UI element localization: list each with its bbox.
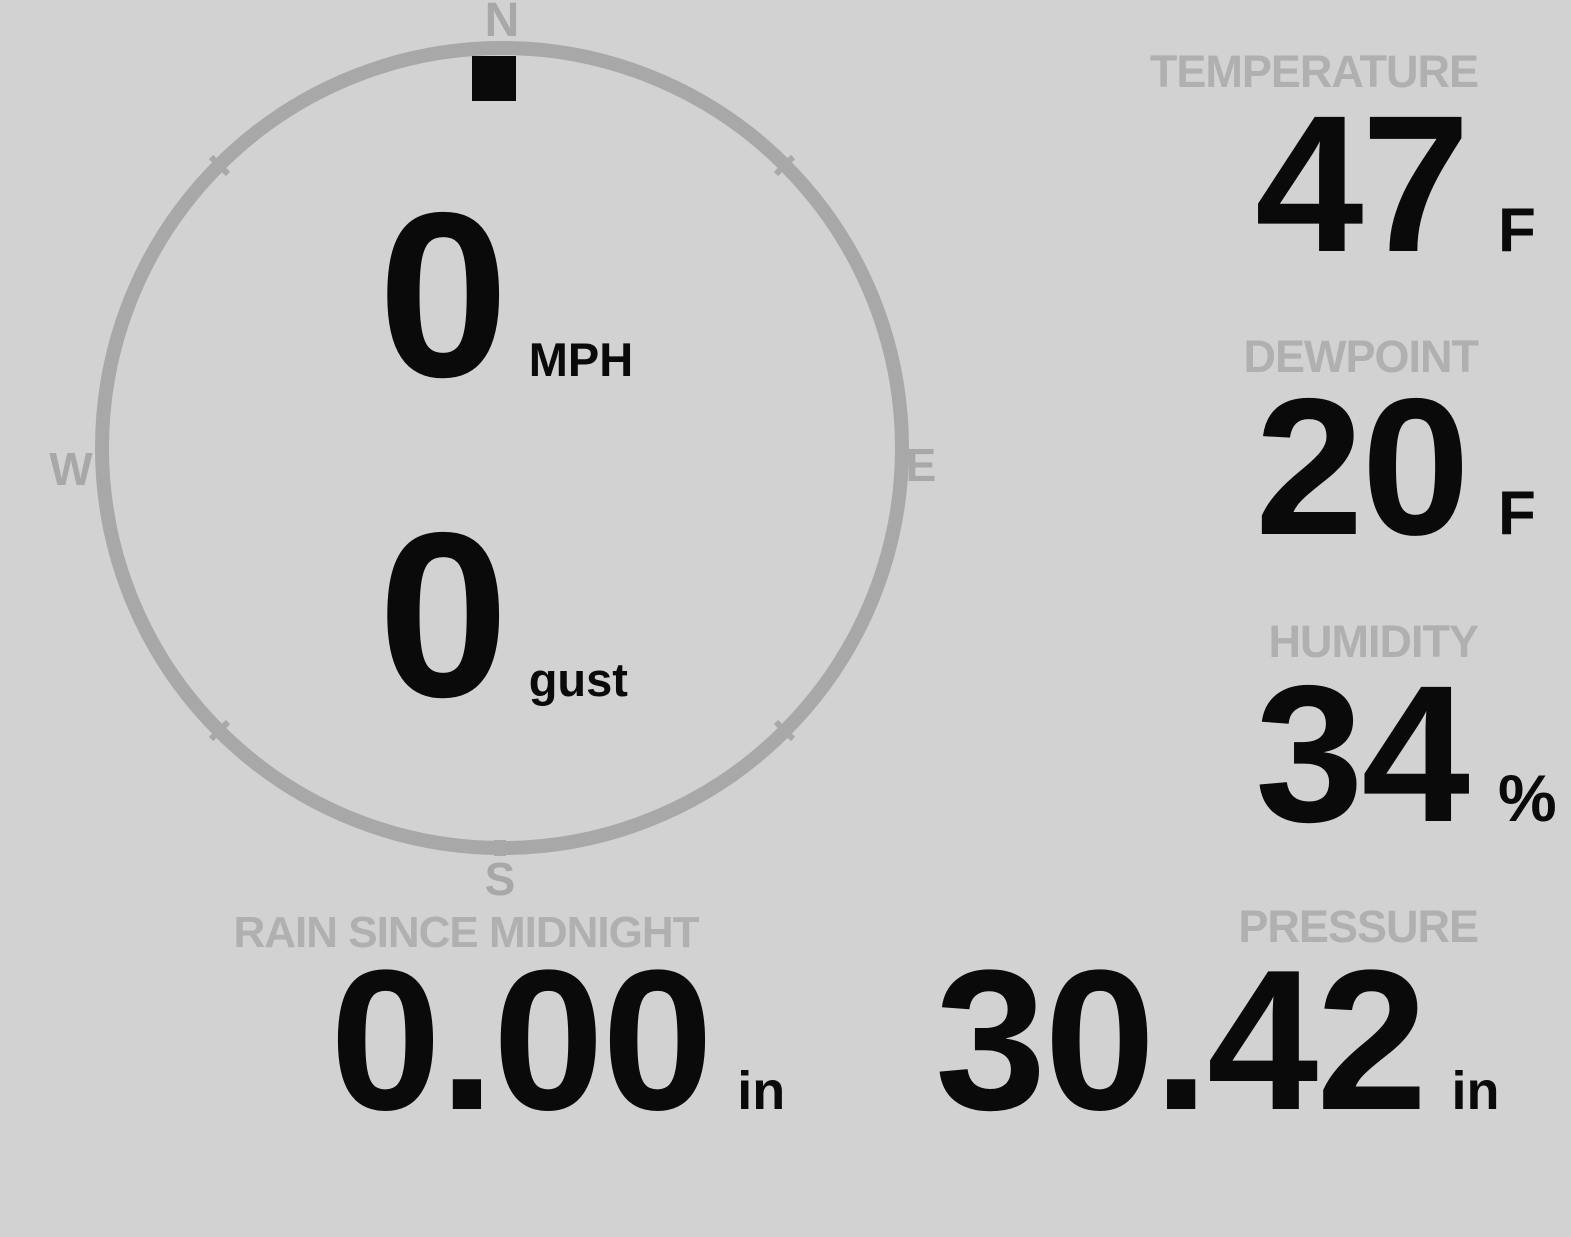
humidity-value: 34 [1255,645,1470,863]
compass-label-north: N [484,0,520,47]
pressure-label: PRESSURE [1238,901,1479,952]
wind-speed-value: 0 [378,163,509,426]
dewpoint-reading: 20 F [921,370,1571,565]
rain-reading: 0.00 in [330,941,785,1141]
wind-gust-reading: 0 gust [378,497,628,732]
temperature-reading: 47 F [921,87,1571,282]
compass-tick-nw [208,154,231,177]
temperature-unit: F [1498,196,1536,265]
pressure-unit: in [1451,1061,1500,1121]
wind-direction-marker-icon [472,56,516,101]
pressure-reading: 30.42 in [935,941,1500,1141]
compass-label-south: S [484,853,516,905]
wind-speed-unit: MPH [528,333,634,386]
dewpoint-unit: F [1498,479,1536,548]
wind-compass-dial [95,41,909,856]
temperature-value: 47 [1255,75,1470,293]
compass-tick-ne [773,154,796,177]
wind-gust-value: 0 [378,483,509,746]
humidity-unit: % [1498,761,1557,835]
compass-label-east: E [905,439,937,491]
rain-label: RAIN SINCE MIDNIGHT [233,908,700,957]
compass-tick-sw [208,719,231,742]
rain-value: 0.00 [330,929,713,1152]
dewpoint-value: 20 [1255,358,1470,576]
compass-tick-se [773,719,796,742]
temperature-label: TEMPERATURE [1149,46,1479,97]
dewpoint-label: DEWPOINT [1243,331,1479,382]
wind-speed-reading: 0 MPH [378,177,633,412]
compass-tick-s [494,840,506,856]
pressure-value: 30.42 [935,929,1427,1152]
humidity-reading: 34 % [921,657,1571,852]
humidity-label: HUMIDITY [1268,616,1479,667]
rain-unit: in [737,1061,786,1121]
wind-gust-unit: gust [528,653,628,706]
compass-label-west: W [49,443,93,495]
